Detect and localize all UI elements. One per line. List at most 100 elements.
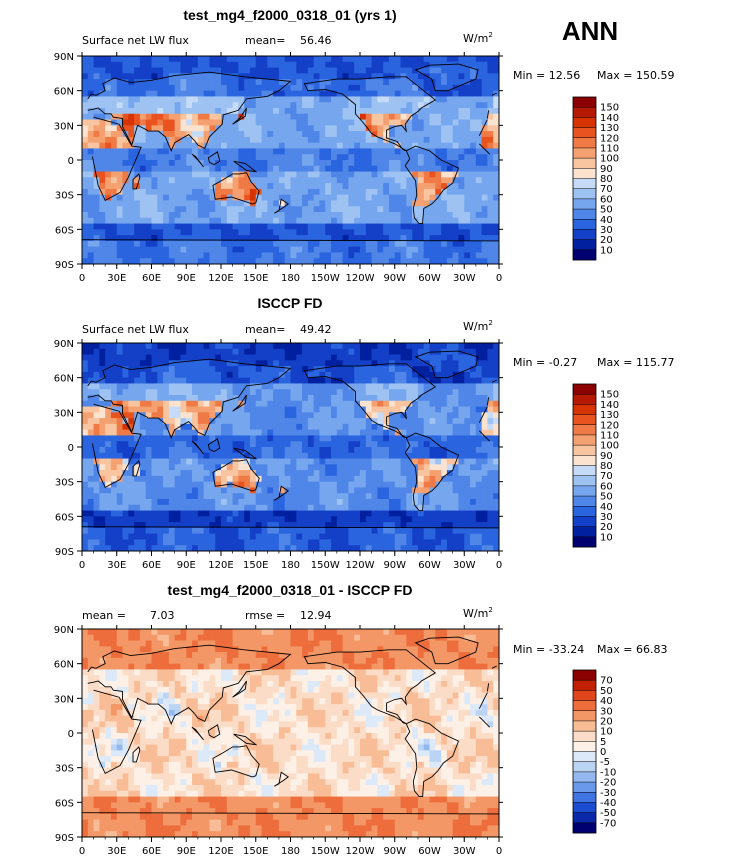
field-cell [278, 206, 286, 213]
field-cell [139, 423, 147, 431]
field-cell [105, 194, 112, 201]
field-cell [255, 131, 262, 138]
field-cell [325, 223, 332, 230]
field-cell [209, 435, 216, 442]
field-cell [157, 183, 164, 190]
field-cell [249, 177, 257, 184]
field-cell [487, 258, 494, 265]
field-cell [87, 56, 94, 63]
mean-value: 56.46 [300, 34, 332, 47]
field-cell [400, 366, 407, 373]
field-cell [168, 183, 176, 190]
field-cell [278, 171, 286, 178]
field-cell [180, 223, 187, 230]
map-area [82, 56, 500, 265]
field-cell [458, 131, 465, 138]
field-cell [244, 395, 251, 402]
field-cell [192, 212, 199, 219]
field-cell [470, 354, 477, 361]
field-cell [412, 395, 419, 402]
field-cell [290, 418, 297, 425]
field-cell [105, 377, 112, 384]
field-cell [226, 470, 233, 477]
field-cell [180, 96, 187, 103]
field-cell [302, 200, 309, 207]
field-cell [394, 119, 401, 126]
field-cell [238, 148, 245, 155]
field-cell [226, 475, 233, 483]
field-cell [244, 84, 251, 92]
field-cell [342, 223, 349, 230]
coastline-antarctica [82, 239, 499, 242]
field-cell [255, 360, 262, 367]
field-cell [99, 493, 106, 500]
field-cell [377, 441, 384, 448]
field-cell [348, 377, 355, 384]
field-cell [122, 481, 129, 488]
field-cell [394, 125, 401, 132]
field-cell [383, 119, 390, 126]
field-cell [400, 487, 407, 494]
field-cell [128, 84, 135, 92]
field-cell [365, 395, 372, 402]
field-cell [273, 136, 280, 144]
field-cell [388, 96, 396, 103]
field-cell [203, 61, 210, 68]
field-cell [186, 96, 193, 103]
field-cell [110, 165, 118, 172]
field-cell [221, 61, 228, 68]
field-cell [331, 348, 338, 355]
field-cell [192, 395, 199, 402]
field-cell [99, 113, 106, 120]
field-cell [221, 67, 228, 74]
field-cell [93, 418, 100, 425]
field-cell [400, 212, 407, 219]
field-cell [493, 377, 500, 384]
field-cell [278, 154, 286, 161]
field-cell [157, 383, 164, 390]
field-cell [192, 246, 199, 253]
field-cell [348, 96, 355, 103]
field-cell [226, 56, 233, 63]
field-cell [360, 383, 367, 390]
field-cell [145, 400, 152, 407]
field-cell [423, 499, 430, 506]
field-cell [255, 516, 262, 523]
field-cell [470, 67, 477, 74]
field-cell [105, 188, 112, 196]
field-cell [481, 56, 488, 63]
field-cell [302, 458, 309, 465]
field-cell [377, 429, 384, 436]
field-cell [87, 102, 94, 109]
field-cell [441, 56, 448, 63]
field-cell [180, 102, 187, 109]
panel-title: ISCCP FD [257, 295, 322, 311]
field-cell [145, 516, 152, 523]
field-cell [226, 516, 233, 523]
field-cell [412, 423, 419, 431]
field-cell [145, 481, 152, 488]
field-cell [273, 229, 280, 236]
field-cell [441, 429, 448, 436]
field-cell [110, 212, 118, 219]
field-cell [441, 389, 448, 396]
field-cell [157, 217, 164, 224]
field-cell [226, 400, 233, 407]
field-cell [278, 125, 286, 132]
field-cell [348, 61, 355, 68]
field-cell [331, 160, 338, 167]
field-cell [417, 235, 425, 242]
field-cell [168, 240, 176, 248]
field-cell [139, 464, 147, 471]
field-cell [360, 418, 367, 425]
field-cell [168, 235, 176, 242]
field-cell [342, 406, 349, 413]
field-cell [87, 400, 94, 407]
x-tick-label: 0 [79, 273, 85, 284]
field-cell [446, 67, 454, 74]
field-cell [163, 188, 170, 196]
field-cell [470, 200, 477, 207]
field-cell [203, 194, 210, 201]
field-cell [470, 400, 477, 407]
field-cell [163, 136, 170, 144]
